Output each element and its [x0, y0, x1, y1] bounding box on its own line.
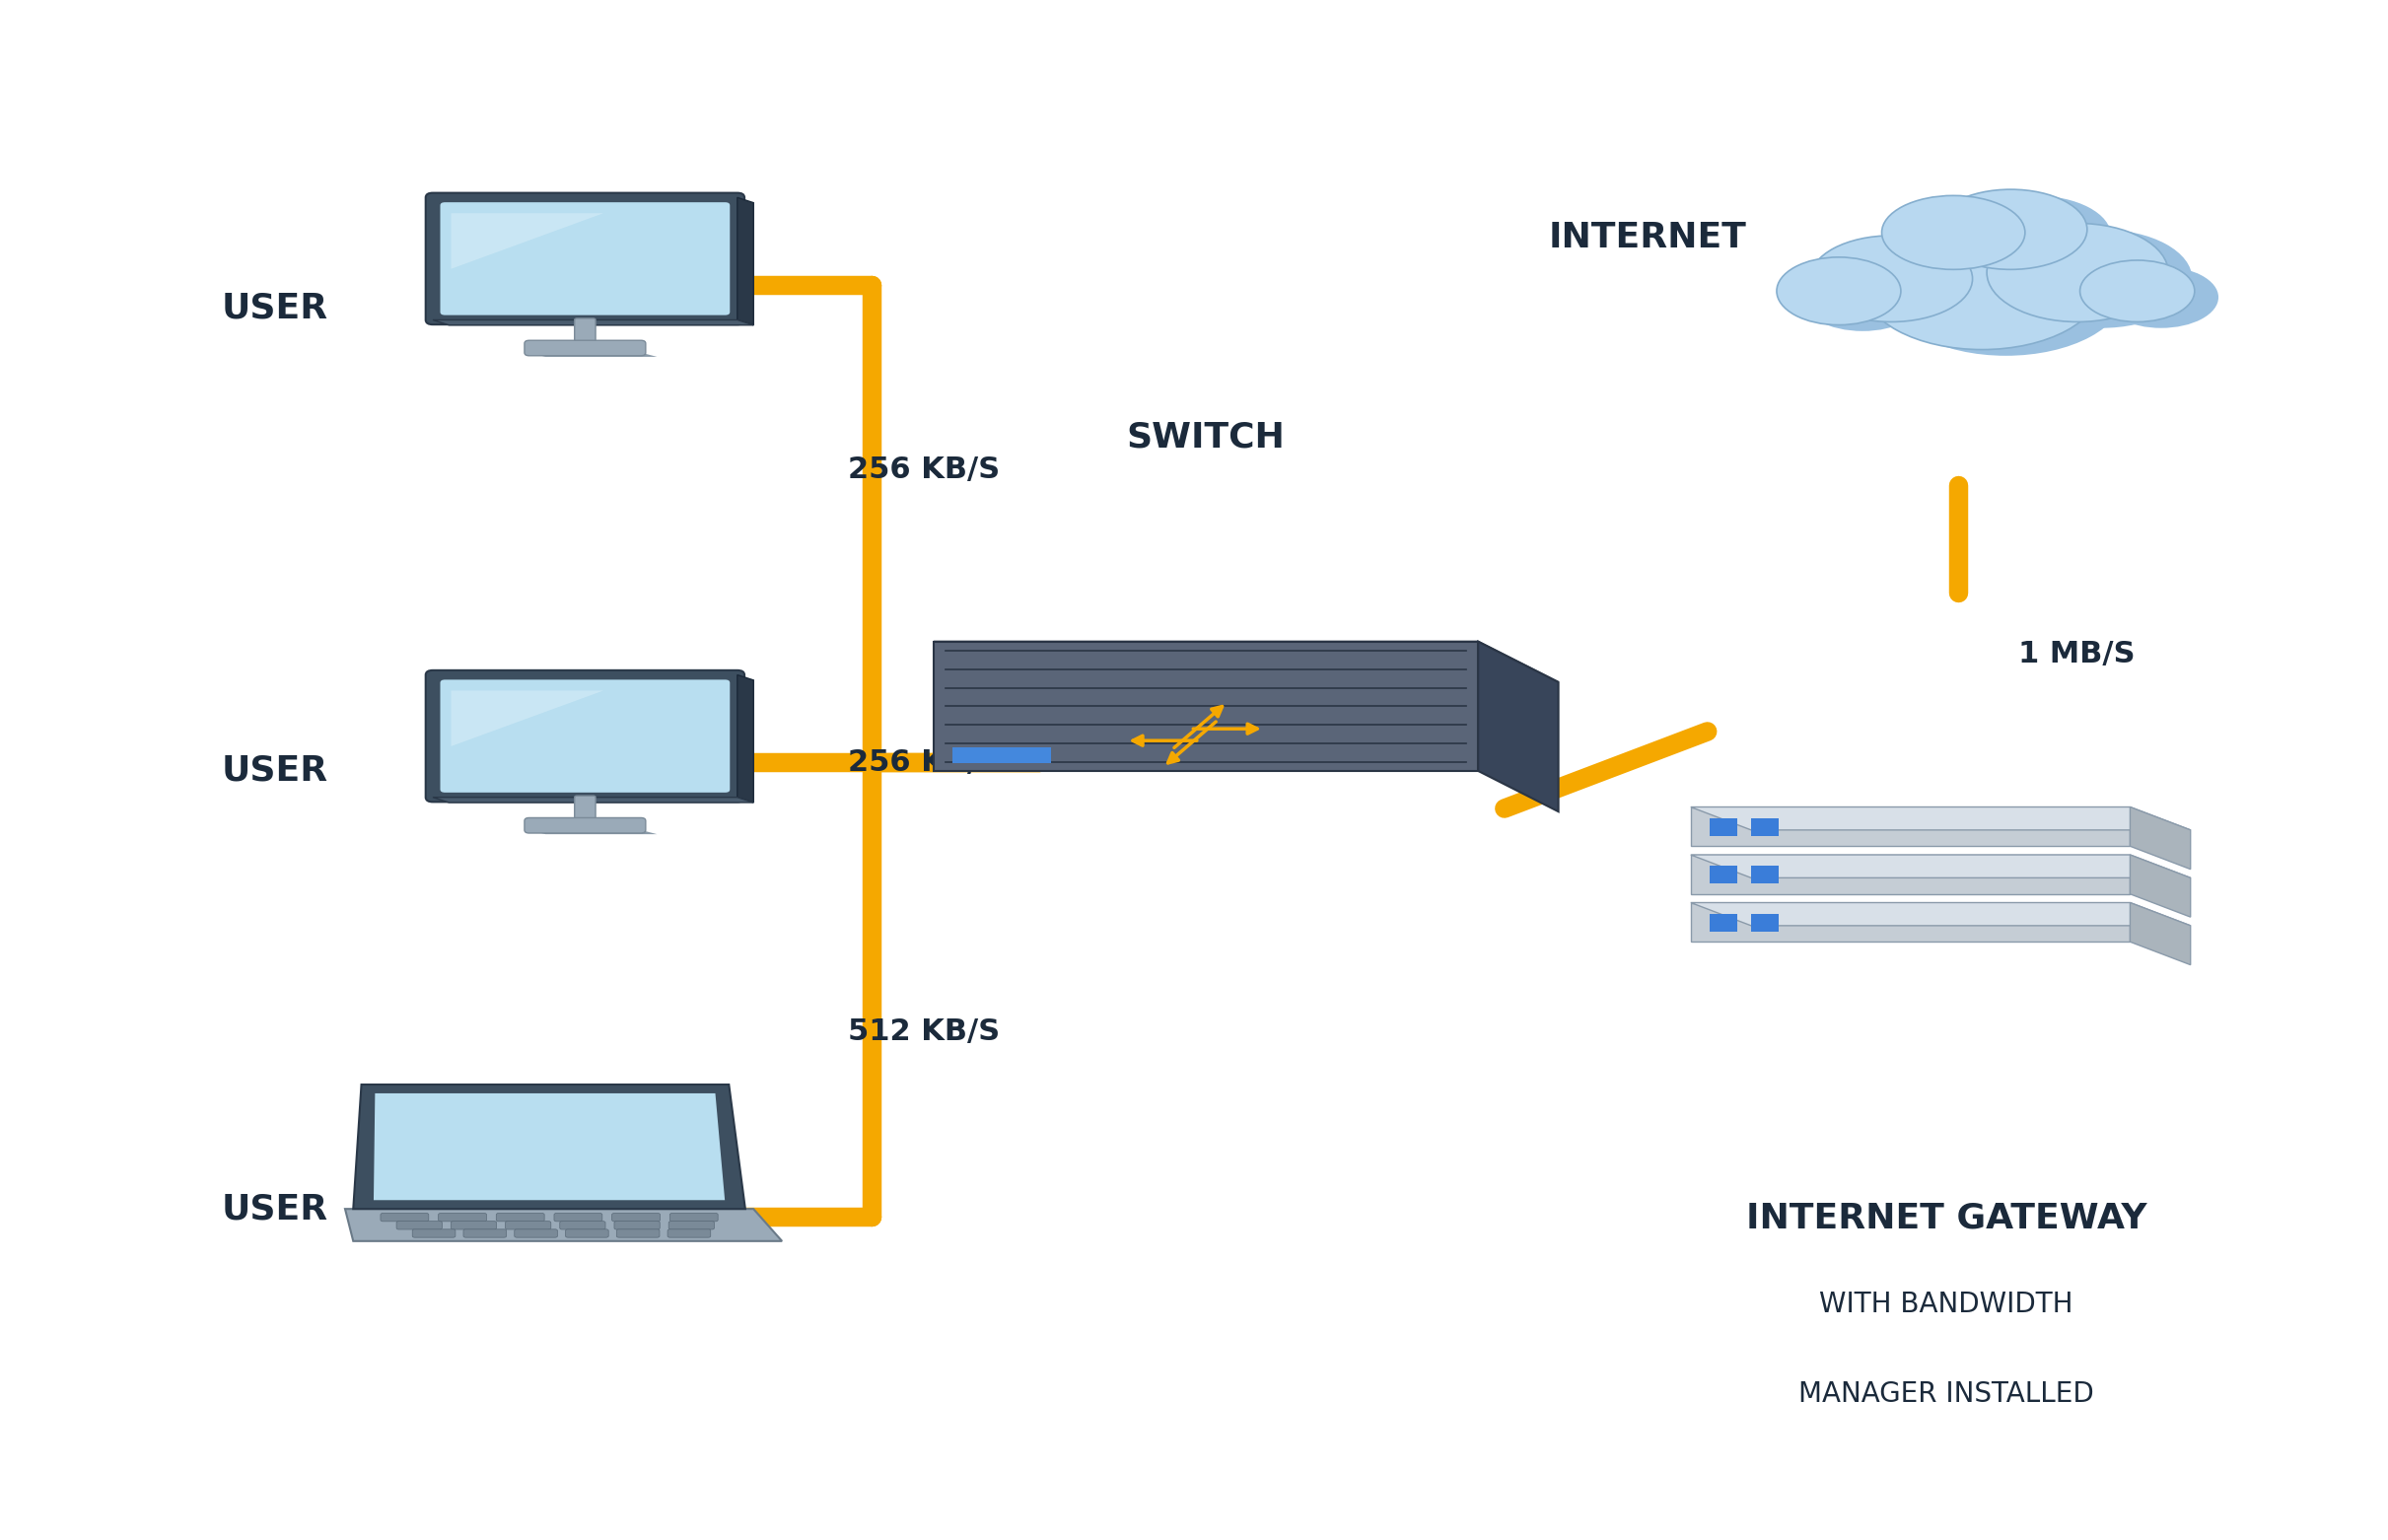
Text: USER: USER — [222, 1192, 327, 1226]
Polygon shape — [353, 1084, 745, 1209]
Text: 1 MB/S: 1 MB/S — [2018, 641, 2135, 668]
Text: 512 KB/S: 512 KB/S — [848, 1018, 1001, 1046]
Ellipse shape — [1958, 196, 2111, 276]
Bar — [1710, 865, 1738, 884]
Polygon shape — [1691, 902, 2190, 926]
Ellipse shape — [1882, 196, 2025, 269]
FancyBboxPatch shape — [497, 1214, 544, 1221]
Bar — [953, 747, 1051, 764]
Ellipse shape — [2104, 266, 2218, 328]
FancyBboxPatch shape — [669, 1221, 714, 1229]
Ellipse shape — [1834, 242, 1996, 328]
Polygon shape — [451, 690, 604, 747]
Ellipse shape — [1906, 202, 2049, 276]
FancyBboxPatch shape — [513, 1229, 556, 1238]
Polygon shape — [1691, 902, 2130, 942]
Text: INTERNET: INTERNET — [1550, 220, 1746, 254]
Polygon shape — [373, 1093, 726, 1200]
Bar — [1750, 913, 1779, 932]
Text: 256 KB/S: 256 KB/S — [848, 456, 1001, 484]
Polygon shape — [451, 213, 604, 269]
FancyBboxPatch shape — [554, 1214, 602, 1221]
Polygon shape — [530, 830, 657, 835]
FancyBboxPatch shape — [439, 679, 731, 793]
FancyBboxPatch shape — [380, 1214, 430, 1221]
Polygon shape — [1478, 642, 1559, 812]
FancyBboxPatch shape — [425, 192, 745, 325]
FancyBboxPatch shape — [611, 1214, 659, 1221]
Polygon shape — [530, 353, 657, 357]
Polygon shape — [432, 320, 755, 325]
Ellipse shape — [1801, 263, 1925, 331]
FancyBboxPatch shape — [559, 1221, 607, 1229]
Polygon shape — [2130, 807, 2190, 869]
Polygon shape — [1691, 807, 2190, 830]
FancyBboxPatch shape — [614, 1221, 659, 1229]
Polygon shape — [934, 642, 1559, 682]
FancyBboxPatch shape — [451, 1221, 497, 1229]
FancyBboxPatch shape — [396, 1221, 442, 1229]
Ellipse shape — [1810, 236, 1972, 322]
Polygon shape — [934, 642, 1478, 772]
FancyBboxPatch shape — [439, 202, 731, 316]
FancyBboxPatch shape — [425, 670, 745, 802]
Ellipse shape — [1934, 189, 2087, 270]
Ellipse shape — [1887, 226, 2125, 356]
Text: USER: USER — [222, 753, 327, 787]
Text: SWITCH: SWITCH — [1127, 420, 1285, 454]
Polygon shape — [2130, 902, 2190, 966]
Text: 256 KB/S: 256 KB/S — [848, 748, 1001, 776]
FancyBboxPatch shape — [669, 1214, 719, 1221]
FancyBboxPatch shape — [525, 818, 645, 833]
Ellipse shape — [1777, 257, 1901, 325]
Ellipse shape — [2011, 229, 2192, 328]
FancyBboxPatch shape — [616, 1229, 659, 1238]
Polygon shape — [2130, 855, 2190, 916]
Polygon shape — [432, 798, 755, 802]
Bar — [1750, 818, 1779, 836]
Bar — [1750, 865, 1779, 884]
Ellipse shape — [2080, 260, 2195, 322]
FancyBboxPatch shape — [669, 1229, 712, 1238]
FancyBboxPatch shape — [576, 319, 595, 345]
Text: MANAGER INSTALLED: MANAGER INSTALLED — [1798, 1380, 2094, 1408]
Polygon shape — [1691, 807, 2130, 845]
Polygon shape — [346, 1209, 781, 1241]
Text: WITH BANDWIDTH: WITH BANDWIDTH — [1820, 1291, 2073, 1318]
Ellipse shape — [1987, 223, 2168, 322]
Polygon shape — [738, 197, 755, 325]
FancyBboxPatch shape — [566, 1229, 609, 1238]
FancyBboxPatch shape — [525, 340, 645, 356]
FancyBboxPatch shape — [413, 1229, 456, 1238]
FancyBboxPatch shape — [439, 1214, 487, 1221]
Bar — [1710, 818, 1738, 836]
FancyBboxPatch shape — [463, 1229, 506, 1238]
Polygon shape — [1691, 855, 2130, 895]
Ellipse shape — [1863, 220, 2101, 350]
FancyBboxPatch shape — [576, 796, 595, 822]
Text: USER: USER — [222, 291, 327, 325]
Bar — [1710, 913, 1738, 932]
Polygon shape — [738, 675, 755, 802]
FancyBboxPatch shape — [506, 1221, 552, 1229]
Text: INTERNET GATEWAY: INTERNET GATEWAY — [1746, 1201, 2147, 1235]
Polygon shape — [1691, 855, 2190, 878]
